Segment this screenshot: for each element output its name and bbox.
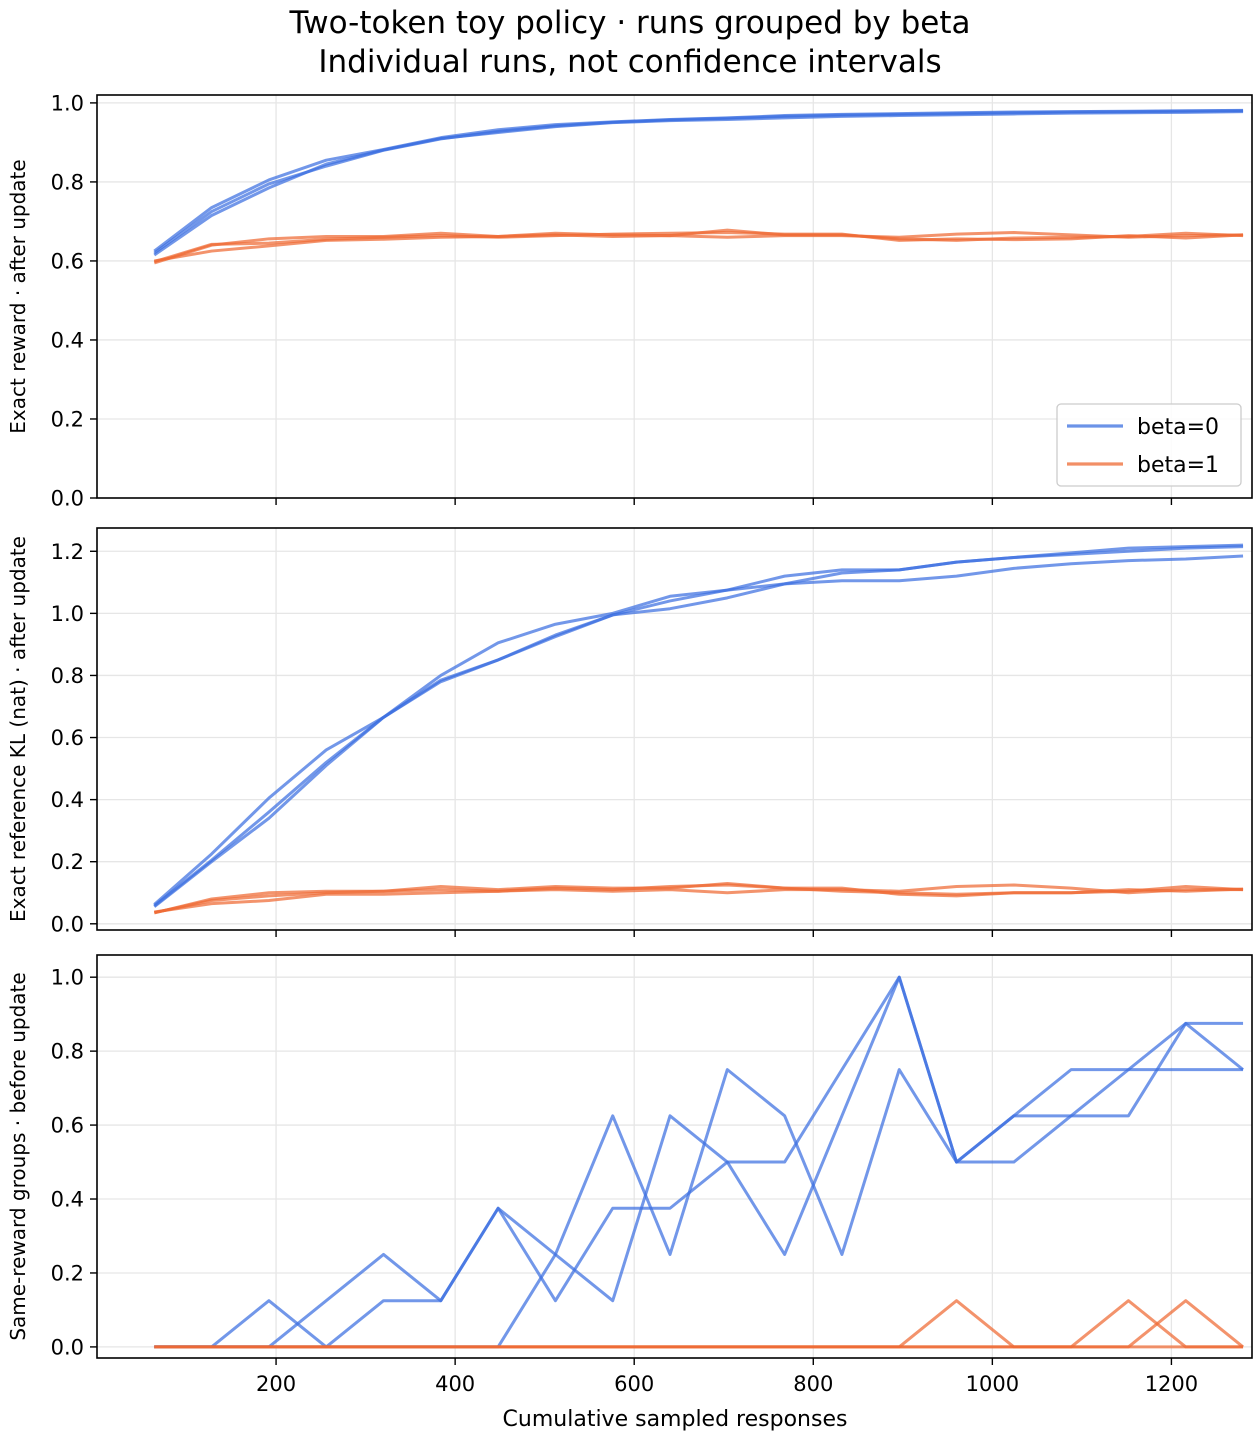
panel-3-ytick-label-0: 0.0 [51,1335,84,1359]
legend-label-beta1: beta=1 [1137,453,1219,478]
panel-3-xtick-label-3: 800 [793,1372,833,1396]
legend-label-beta0: beta=0 [1137,415,1219,440]
x-axis-label: Cumulative sampled responses [503,1407,848,1432]
panel-1-ytick-label-5: 1.0 [51,91,84,115]
panel-3-series [154,975,1244,1349]
panel-3-ytick-label-1: 0.2 [51,1261,84,1285]
panel-3-xtick-label-4: 1000 [966,1372,1019,1396]
panel-3-ytick-label-3: 0.6 [51,1114,84,1138]
panel-3-ytick-label-2: 0.4 [51,1188,84,1212]
panel-2-ytick-label-4: 0.8 [51,664,84,688]
panel-3-ytick-label-5: 1.0 [51,966,84,990]
panel-3-xtick-label-0: 200 [256,1372,296,1396]
panel-2-ytick-label-5: 1.0 [51,602,84,626]
panel-2-line-beta0-run-2 [153,554,1244,907]
panel-2-line-beta1-run-2 [154,883,1244,914]
panel-3-ytick-label-4: 0.8 [51,1040,84,1064]
panel-1: 0.0 0.2 0.4 0.6 0.8 1.0 Exact reward · after u… [6,91,1253,511]
panel-2-y-axis-label: Exact reference KL (nat) · after update [6,536,30,922]
panel-2-ytick-label-1: 0.2 [51,850,84,874]
panel-3-xtick-label-1: 400 [435,1372,475,1396]
panel-3-line-beta0-run-1 [154,975,1244,1349]
panel-2-ytick-label-3: 0.6 [51,726,84,750]
panel-2-ytick-label-2: 0.4 [51,788,84,812]
panel-2-line-beta1-run-3 [153,883,1244,915]
panel-3-line-beta0-run-2 [154,975,1244,1349]
panel-1-y-axis-label: Exact reward · after update [6,159,30,433]
panel-2-ytick-label-0: 0.0 [51,912,84,936]
panel-2-ytick-label-6: 1.2 [51,540,84,564]
panel-3-xtick-label-5: 1200 [1145,1372,1198,1396]
panel-1-ytick-label-2: 0.4 [51,328,84,352]
panel-3-xtick-label-2: 600 [614,1372,654,1396]
panel-1-ytick-label-1: 0.2 [51,407,84,431]
panel-1-frame [96,94,1253,499]
panel-2-frame [96,527,1253,931]
legend: beta=0 beta=1 [1056,403,1242,487]
panel-1-line-beta1-run-3 [153,230,1244,264]
panels: 0.0 0.2 0.4 0.6 0.8 1.0 Exact reward · after u… [6,91,1253,1396]
panel-3-frame [96,954,1253,1359]
panel-3: 200 400 600 800 1000 1200 0.0 0.2 0.4 0.6 0.8 1.0 Sa… [6,954,1253,1396]
panel-1-ytick-label-3: 0.6 [51,249,84,273]
figure-title-line1: Two-token toy policy · runs grouped by b… [288,5,970,41]
panel-2: 0.0 0.2 0.4 0.6 0.8 1.0 1.2 Exact reference KL … [6,527,1253,937]
figure-title-line2: Individual runs, not confidence interval… [318,44,941,80]
panel-1-series [153,108,1244,265]
panel-1-ytick-label-0: 0.0 [51,487,84,511]
panel-1-ytick-label-4: 0.8 [51,170,84,194]
panel-2-series [153,543,1244,915]
panel-2-line-beta0-run-3 [153,545,1244,908]
panel-1-line-beta0-run-3 [153,109,1244,255]
panel-3-y-axis-label: Same-reward groups · before update [6,972,30,1340]
